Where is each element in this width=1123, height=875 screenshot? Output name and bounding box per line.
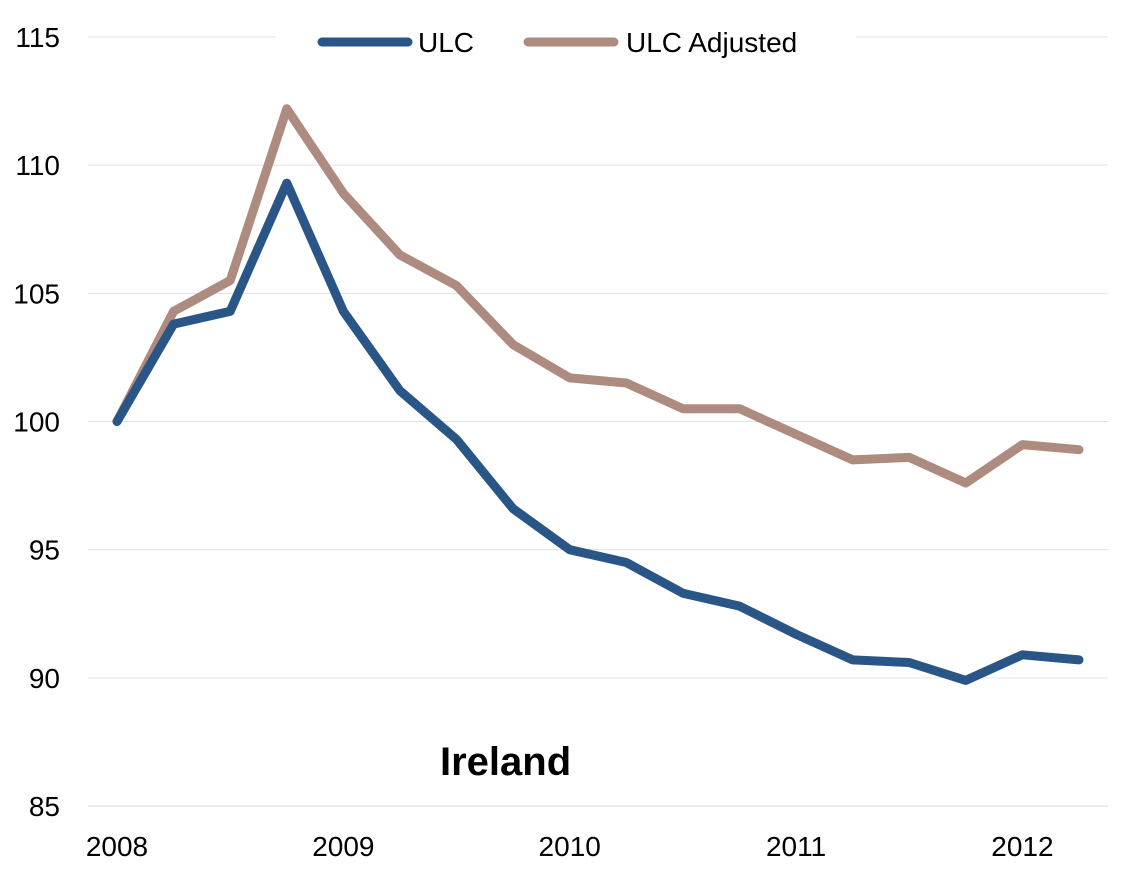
- gridlines: [88, 36, 1108, 679]
- x-tick-label: 2010: [539, 831, 601, 862]
- series-lines: [112, 104, 1084, 685]
- series-line-ulc: [112, 178, 1084, 685]
- y-tick-label: 105: [13, 278, 60, 309]
- y-tick-label: 100: [13, 407, 60, 438]
- legend-label-ulc-adjusted: ULC Adjusted: [626, 27, 797, 58]
- x-tick-label: 2009: [312, 831, 374, 862]
- y-tick-label: 95: [29, 535, 60, 566]
- series-line-ulc-adjusted: [112, 104, 1084, 488]
- y-tick-label: 115: [15, 22, 60, 53]
- x-tick-label: 2012: [991, 831, 1053, 862]
- legend-label-ulc: ULC: [418, 27, 474, 58]
- chart-annotation-ireland: Ireland: [440, 740, 571, 784]
- x-axis-tick-labels: 2008 2009 2010 2011 2012: [86, 831, 1054, 862]
- legend: ULC ULC Adjusted: [276, 14, 856, 70]
- y-axis-tick-labels: 85 90 95 100 105 110 115: [13, 22, 60, 822]
- x-tick-label: 2011: [766, 831, 826, 862]
- y-tick-label: 85: [29, 791, 60, 822]
- y-tick-label: 90: [29, 663, 60, 694]
- x-tick-label: 2008: [86, 831, 148, 862]
- y-tick-label: 110: [15, 150, 60, 181]
